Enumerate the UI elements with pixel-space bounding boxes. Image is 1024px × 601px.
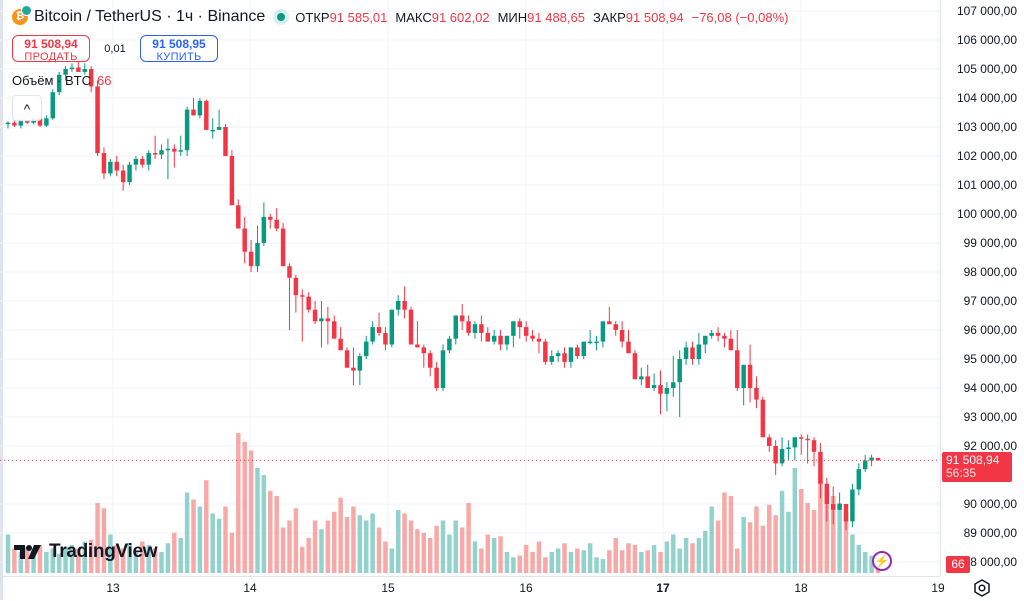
- buy-button[interactable]: 91 508,95 КУПИТЬ: [140, 35, 218, 63]
- left-frame: [0, 0, 3, 600]
- last-price-label: 91 508,94 56:35: [942, 452, 1012, 482]
- change-value: −76,08 (−0,08%): [691, 9, 789, 25]
- price-tick: 95 000,00: [963, 352, 1017, 366]
- grid-lines: [0, 0, 940, 576]
- close-value: 91 508,94: [625, 9, 684, 25]
- time-tick: 15: [381, 581, 395, 595]
- price-tick: 102 000,00: [956, 149, 1017, 163]
- time-tick: 14: [243, 581, 257, 595]
- price-tick: 101 000,00: [956, 178, 1017, 192]
- price-tick: 90 000,00: [963, 497, 1017, 511]
- price-tick: 94 000,00: [963, 381, 1017, 395]
- price-tick: 103 000,00: [956, 120, 1017, 134]
- bitcoin-icon: ₿: [12, 5, 32, 25]
- price-tick: 104 000,00: [956, 91, 1017, 105]
- trade-buttons: 91 508,94 ПРОДАТЬ 0,01 91 508,95 КУПИТЬ: [12, 35, 218, 63]
- price-tick: 98 000,00: [963, 265, 1017, 279]
- symbol-title[interactable]: Bitcoin / TetherUS · 1ч · Binance: [34, 8, 266, 25]
- price-tick: 106 000,00: [956, 33, 1017, 47]
- bar-countdown: 56:35: [946, 466, 977, 480]
- settings-icon[interactable]: [972, 578, 992, 598]
- price-tick: 89 000,00: [963, 526, 1017, 540]
- lightning-icon[interactable]: ⚡: [872, 551, 892, 571]
- tradingview-logo-icon: [14, 545, 41, 559]
- buy-label: КУПИТЬ: [156, 51, 202, 63]
- price-tick: 97 000,00: [963, 294, 1017, 308]
- open-label: ОТКР: [295, 9, 330, 25]
- volume-label: Объём · BTC: [12, 73, 91, 88]
- time-tick: 19: [931, 581, 945, 595]
- time-axis[interactable]: 13 14 15 16 17 18 19: [0, 576, 945, 601]
- sell-price: 91 508,94: [24, 37, 78, 51]
- price-axis[interactable]: 107 000,00 106 000,00 105 000,00 104 000,00…: [940, 0, 1024, 576]
- close-label: ЗАКР: [592, 9, 626, 25]
- tradingview-logo-text: TradingView: [49, 541, 158, 562]
- time-tick: 16: [519, 581, 533, 595]
- time-tick: 18: [794, 581, 808, 595]
- volume-value: 66: [96, 73, 112, 88]
- price-tick: 99 000,00: [963, 236, 1017, 250]
- time-tick: 17: [656, 581, 670, 595]
- market-status-dot: [277, 13, 286, 21]
- last-price-value: 91 508,94: [946, 453, 1000, 467]
- price-tick: 92 000,00: [963, 439, 1017, 453]
- low-label: МИН: [497, 9, 528, 25]
- price-tick: 100 000,00: [956, 207, 1017, 221]
- high-value: 91 602,02: [431, 9, 490, 25]
- candlesticks: [5, 60, 881, 531]
- price-tick: 105 000,00: [956, 62, 1017, 76]
- low-value: 91 488,65: [527, 9, 585, 25]
- sell-label: ПРОДАТЬ: [24, 51, 78, 63]
- price-tick: 93 000,00: [963, 410, 1017, 424]
- ohlc-values: ОТКР 91 585,01 МАКС 91 602,02 МИН 91 488…: [295, 10, 788, 25]
- chart-pane[interactable]: [0, 0, 940, 576]
- collapse-legend-button[interactable]: ^: [12, 95, 42, 121]
- spread-value: 0,01: [104, 42, 126, 55]
- high-label: МАКС: [395, 9, 432, 25]
- volume-legend[interactable]: Объём · BTC 66: [12, 73, 111, 88]
- price-tick: 88 000,00: [963, 555, 1017, 569]
- chevron-up-icon: ^: [23, 101, 31, 117]
- buy-price: 91 508,95: [152, 37, 206, 51]
- price-tick: 107 000,00: [956, 4, 1017, 18]
- symbol-legend[interactable]: ₿ Bitcoin / TetherUS · 1ч · Binance ОТКР…: [12, 5, 788, 26]
- volume-bars: [5, 433, 881, 573]
- time-tick: 13: [106, 581, 120, 595]
- tradingview-logo[interactable]: TradingView: [14, 541, 158, 563]
- open-value: 91 585,01: [329, 9, 388, 25]
- price-tick: 96 000,00: [963, 323, 1017, 337]
- sell-button[interactable]: 91 508,94 ПРОДАТЬ: [12, 35, 90, 63]
- volume-axis-tag: 66: [946, 556, 970, 573]
